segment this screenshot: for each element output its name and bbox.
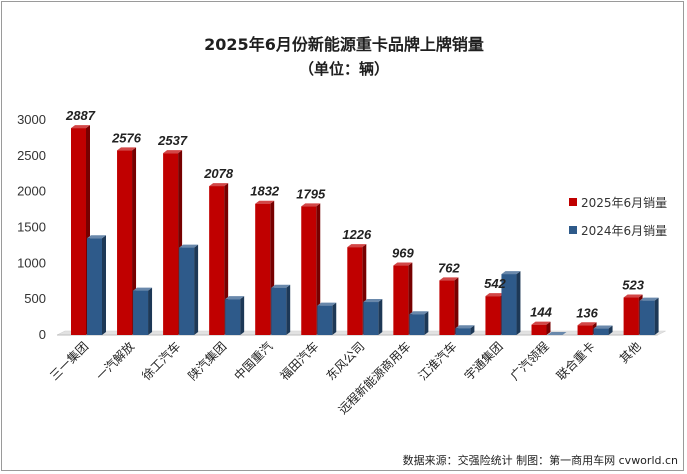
bar-2025	[209, 183, 229, 335]
data-label: 2887	[65, 108, 96, 123]
bar-2024	[639, 297, 659, 335]
bar-2024	[455, 325, 475, 335]
category-label: 广汽领程	[507, 339, 552, 384]
category-label: 联合重卡	[553, 339, 598, 384]
bar-2024	[317, 302, 337, 335]
data-label: 2078	[203, 166, 234, 181]
data-label: 136	[576, 305, 598, 320]
y-tick-label: 2500	[17, 148, 46, 163]
category-label: 其他	[617, 339, 644, 366]
data-label: 542	[484, 276, 506, 291]
data-label: 1226	[342, 227, 372, 242]
data-label: 2537	[157, 133, 188, 148]
category-label: 三一集团	[47, 339, 92, 384]
bar-2024	[409, 311, 429, 335]
bar-2024	[179, 244, 199, 335]
source-note: 数据来源：交强险统计 制图：第一商用车网 cvworld.cn	[403, 453, 678, 467]
bar-2025	[439, 277, 459, 335]
legend-label: 2025年6月销量	[581, 196, 667, 210]
bar-2025	[301, 203, 321, 335]
data-label: 1832	[250, 184, 280, 199]
bar-2025	[531, 321, 551, 335]
category-label: 徐工汽车	[139, 339, 184, 384]
category-label: 中国重汽	[231, 339, 276, 384]
chart-title: 2025年6月份新能源重卡品牌上牌销量	[204, 35, 484, 54]
category-label: 陕汽集团	[185, 339, 230, 384]
bar-2024	[271, 284, 291, 335]
category-label: 福田汽车	[277, 339, 322, 384]
legend-swatch	[569, 198, 577, 206]
bar-2025	[117, 147, 137, 335]
legend-swatch	[569, 226, 577, 234]
category-label: 东风公司	[324, 339, 368, 383]
y-tick-label: 1500	[17, 220, 46, 235]
y-tick-label: 1000	[17, 255, 46, 270]
chart-subtitle: （单位：辆）	[299, 60, 389, 78]
category-label: 江淮汽车	[415, 339, 460, 384]
data-label: 1795	[296, 186, 326, 201]
data-label: 144	[530, 305, 552, 320]
data-label: 969	[392, 246, 414, 261]
y-tick-label: 3000	[17, 112, 46, 127]
y-tick-label: 0	[39, 327, 46, 342]
bar-2024	[225, 296, 245, 335]
bar-2024	[547, 332, 567, 336]
bar-2024	[87, 235, 106, 335]
y-tick-label: 500	[24, 291, 46, 306]
data-label: 2576	[111, 130, 142, 145]
legend-label: 2024年6月销量	[581, 224, 667, 238]
y-tick-label: 2000	[17, 184, 46, 199]
bar-2024	[501, 271, 521, 335]
bar-2024	[133, 287, 153, 335]
category-label: 一汽解放	[93, 339, 138, 384]
category-label: 宇通集团	[461, 339, 506, 384]
bar-2024	[363, 299, 383, 335]
data-label: 523	[622, 278, 644, 293]
data-label: 762	[438, 260, 460, 275]
bar-2024	[593, 325, 613, 335]
